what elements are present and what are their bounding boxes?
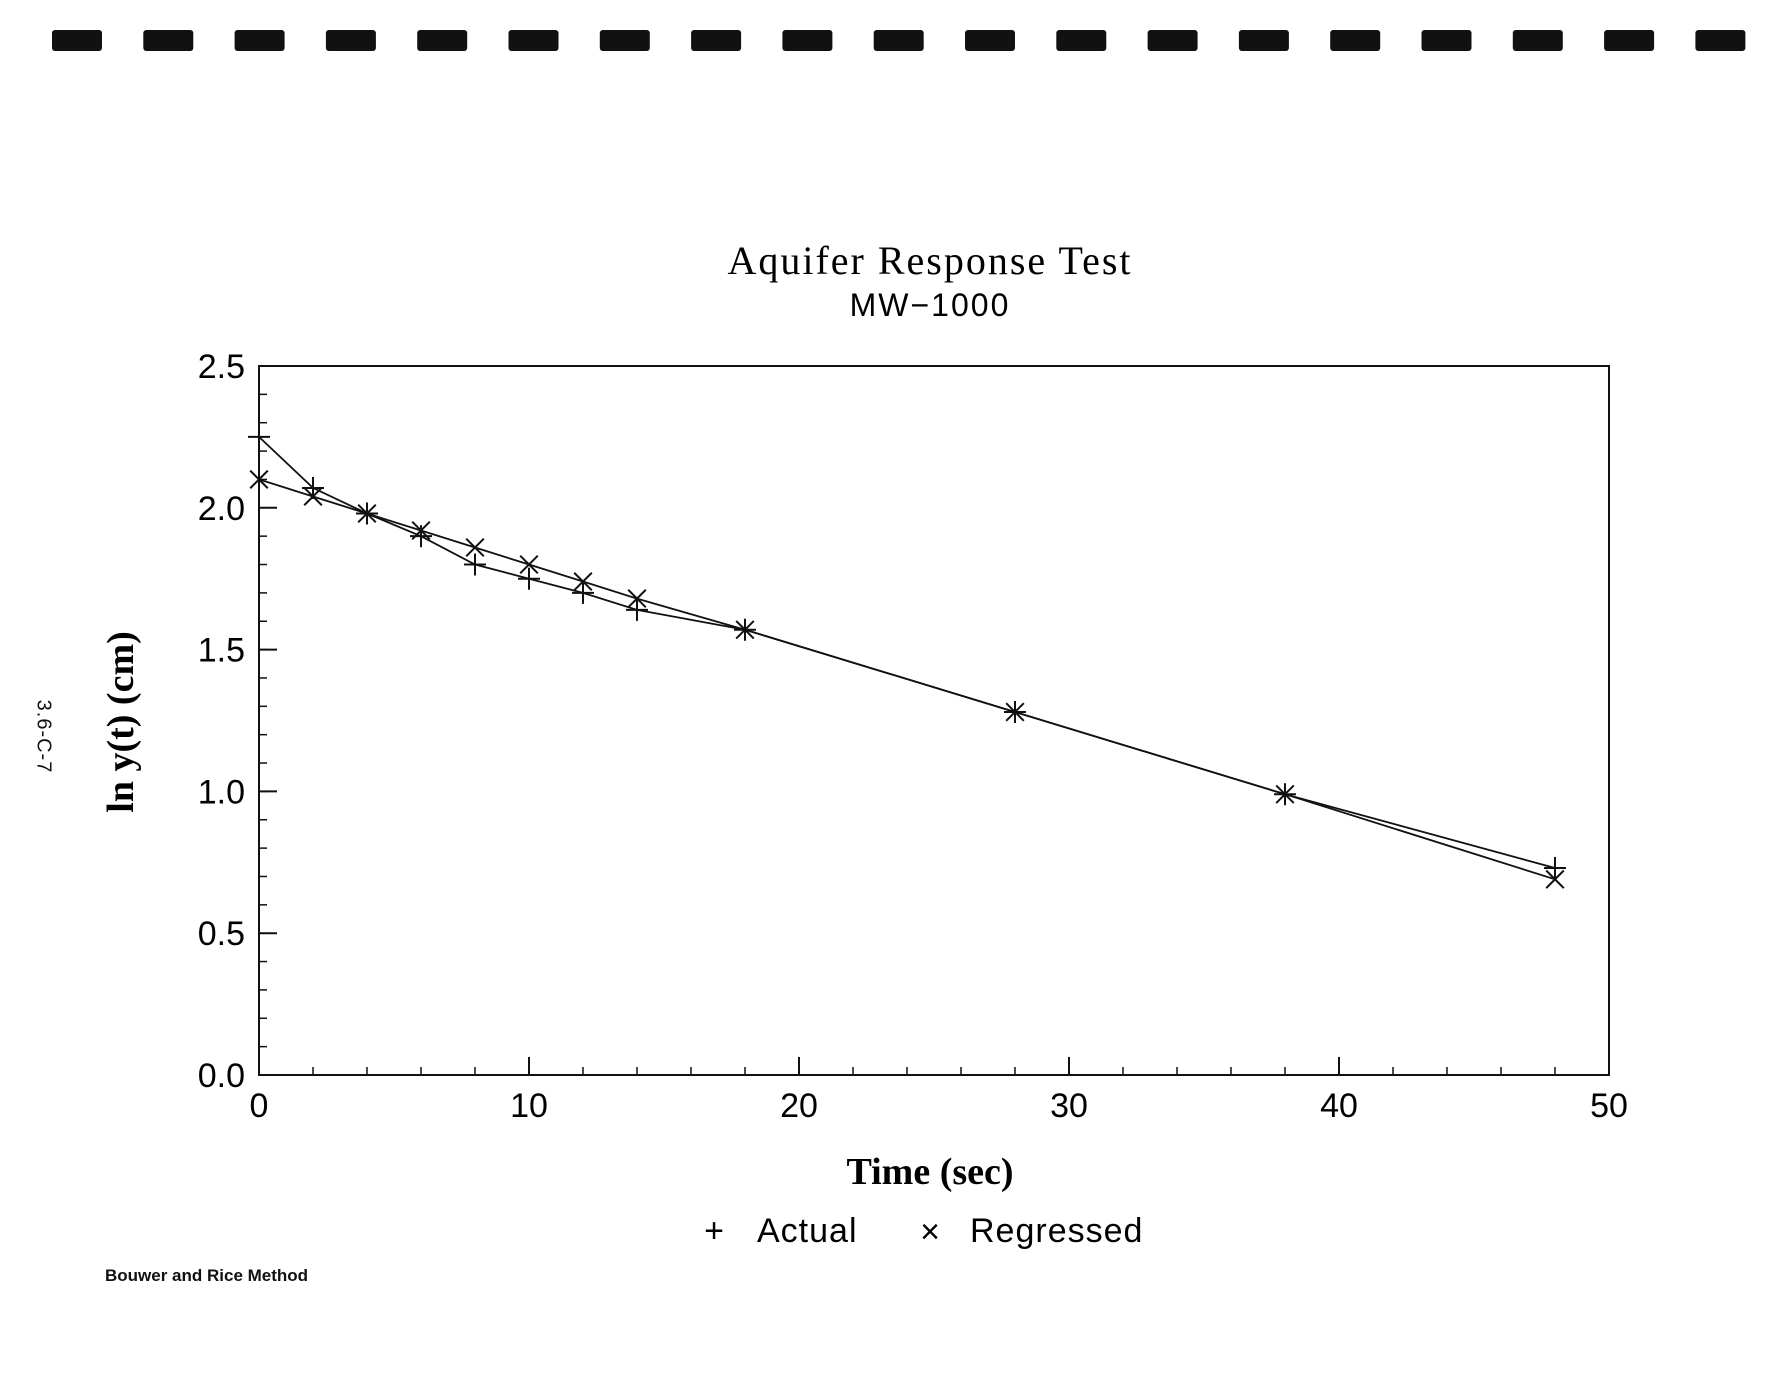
y-tick-label: 2.5	[198, 348, 245, 386]
perforation-hole	[1056, 30, 1107, 51]
perforation-hole	[52, 30, 102, 51]
data-point-regressed	[465, 537, 485, 558]
data-point-regressed	[357, 503, 377, 523]
data-point-regressed	[1545, 869, 1565, 889]
x-tick-label: 10	[510, 1087, 548, 1125]
x-tick-label: 40	[1320, 1087, 1358, 1125]
perforation-hole	[965, 30, 1015, 51]
data-point-actual	[518, 567, 540, 590]
perforation-hole	[1421, 30, 1472, 51]
chart-subtitle: MW−1000	[850, 287, 1011, 323]
data-point-actual	[572, 581, 594, 604]
data-point-regressed	[249, 469, 269, 489]
data-point-actual	[248, 425, 270, 448]
perforation-hole	[143, 30, 194, 51]
perforation-strip	[52, 30, 1746, 51]
perforation-hole	[1330, 30, 1381, 51]
y-tick-label: 1.0	[198, 773, 245, 811]
data-point-regressed	[573, 572, 593, 592]
x-tick-label: 50	[1590, 1087, 1628, 1125]
x-tick-label: 0	[250, 1087, 269, 1125]
y-tick-label: 0.5	[198, 915, 245, 953]
data-point-regressed	[411, 520, 431, 540]
perforation-hole	[1695, 30, 1746, 51]
legend-regressed-label: Regressed	[970, 1212, 1143, 1250]
data-point-actual	[464, 553, 486, 576]
perforation-hole	[1604, 30, 1655, 51]
legend-actual-label: Actual	[757, 1212, 858, 1250]
legend: + Actual × Regressed	[704, 1212, 1143, 1251]
perforation-hole	[691, 30, 742, 51]
plot-area: 0 10 20 30 40 50 0.0 0.5 1.0 1.5 2.0 2.5	[198, 348, 1628, 1125]
series-line-regressed	[258, 478, 1556, 881]
y-axis-label: ln y(t) (cm)	[100, 631, 142, 812]
perforation-hole	[417, 30, 468, 51]
perforation-hole	[234, 30, 285, 51]
perforation-hole	[1238, 30, 1289, 51]
x-axis-label: Time (sec)	[846, 1151, 1013, 1193]
data-point-regressed	[627, 589, 647, 609]
perforation-hole	[782, 30, 833, 51]
plot-frame	[258, 365, 1610, 1076]
data-point-regressed	[735, 620, 755, 640]
method-label: Bouwer and Rice Method	[105, 1266, 309, 1285]
y-tick-label: 1.5	[198, 632, 245, 670]
perforation-hole	[599, 30, 650, 51]
legend-actual-marker: +	[704, 1212, 724, 1250]
x-tick-label: 30	[1050, 1087, 1088, 1125]
data-point-regressed	[1275, 784, 1295, 804]
legend-regressed-marker: ×	[920, 1213, 940, 1251]
data-point-regressed	[519, 555, 539, 575]
data-point-actual	[410, 525, 432, 548]
perforation-hole	[1512, 30, 1563, 51]
series-line-actual	[258, 436, 1556, 869]
x-tick-label: 20	[780, 1087, 818, 1125]
y-tick-label: 2.0	[198, 490, 245, 528]
data-point-actual	[626, 598, 648, 621]
perforation-hole	[1147, 30, 1198, 51]
data-point-actual	[1544, 856, 1566, 879]
perforation-hole	[508, 30, 559, 51]
y-tick-label: 0.0	[198, 1057, 245, 1095]
perforation-hole	[325, 30, 376, 51]
perforation-hole	[873, 30, 924, 51]
data-point-regressed	[303, 486, 323, 506]
chart-title: Aquifer Response Test	[727, 238, 1132, 283]
data-point-regressed	[1005, 702, 1025, 722]
